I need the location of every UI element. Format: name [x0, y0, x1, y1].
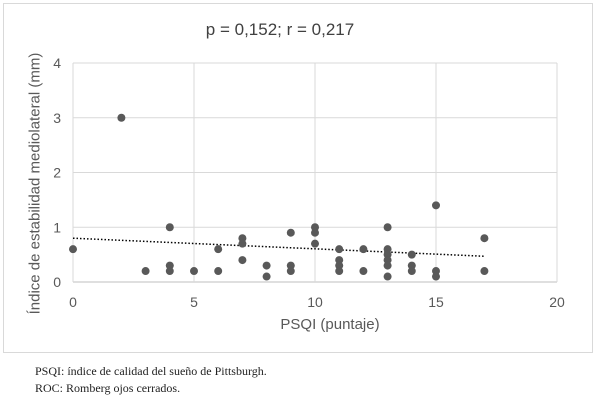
data-point — [432, 272, 440, 281]
x-tick-label: 20 — [549, 294, 565, 310]
data-point — [359, 245, 368, 254]
data-point — [190, 267, 198, 276]
x-tick-label: 10 — [307, 294, 323, 310]
data-point — [383, 261, 392, 270]
data-point — [141, 267, 150, 276]
data-point — [238, 234, 247, 243]
data-point — [407, 261, 416, 270]
data-point — [262, 272, 271, 281]
chart-frame — [3, 3, 593, 353]
data-point — [335, 261, 344, 270]
data-point — [383, 256, 392, 265]
y-tick-label: 1 — [53, 219, 61, 235]
data-points — [69, 113, 489, 281]
data-point — [286, 267, 295, 276]
y-tick-label: 0 — [53, 274, 61, 290]
x-axis-label: PSQI (puntaje) — [280, 316, 380, 333]
data-point — [407, 267, 416, 276]
chart-title: p = 0,152; r = 0,217 — [205, 20, 355, 39]
data-point — [311, 228, 319, 237]
data-point — [214, 245, 223, 254]
data-point — [383, 223, 392, 232]
footnote-roc: ROC: Romberg ojos cerrados. — [35, 381, 181, 395]
data-point — [383, 272, 392, 281]
data-point — [69, 245, 77, 254]
data-point — [480, 234, 489, 243]
data-point — [383, 245, 392, 254]
data-point — [238, 256, 247, 265]
y-tick-label: 4 — [53, 55, 61, 71]
tick-labels: 0 1 2 3 4 0 5 10 15 20 — [53, 55, 565, 310]
data-point — [335, 267, 344, 276]
data-point — [311, 223, 319, 232]
y-tick-label: 2 — [53, 165, 61, 181]
data-point — [262, 261, 271, 270]
data-point — [214, 267, 223, 276]
data-point — [359, 267, 368, 276]
data-point — [432, 267, 440, 276]
data-point — [407, 250, 416, 259]
data-point — [311, 239, 319, 248]
data-point — [286, 261, 295, 270]
data-point — [238, 239, 247, 248]
data-point — [165, 261, 174, 270]
data-point — [335, 256, 344, 265]
data-point — [335, 245, 344, 254]
x-tick-label: 15 — [428, 294, 444, 310]
trendline — [72, 237, 485, 258]
data-point — [165, 267, 174, 276]
data-point — [286, 228, 295, 237]
data-point — [117, 113, 126, 122]
data-point — [480, 267, 489, 276]
trendline-group — [72, 237, 485, 258]
x-tick-label: 5 — [190, 294, 198, 310]
data-point — [432, 201, 440, 210]
x-tick-label: 0 — [69, 294, 77, 310]
data-point — [383, 250, 392, 259]
y-tick-label: 3 — [53, 110, 61, 126]
footnote-psqi: PSQI: índice de calidad del sueño de Pit… — [35, 364, 267, 378]
data-point — [165, 223, 174, 232]
